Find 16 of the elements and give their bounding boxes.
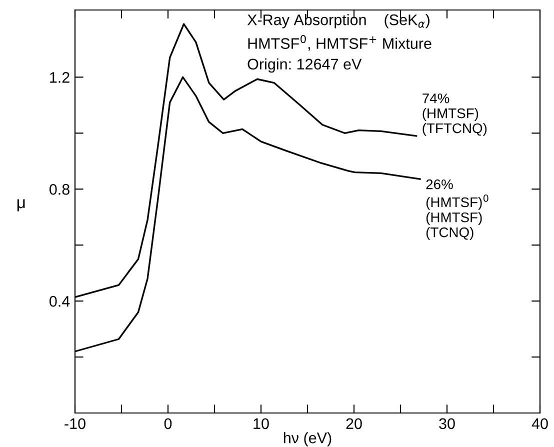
annotation: HMTSF$^{0}$, HMTSF$^{+}$ Mixture: [248, 35, 432, 51]
x-tick-label: 20: [346, 418, 362, 430]
x-tick-label: 0: [164, 418, 172, 430]
y-tick-label: 0.8: [50, 184, 70, 195]
annotation: X-Ray Absorption (SeK$_{α}$): [247, 14, 430, 28]
x-tick-label: 30: [439, 418, 455, 430]
annotation: Origin: 12647 eV: [248, 58, 362, 73]
y-tick-label: 1.2: [50, 72, 70, 83]
x-tick-label: -10: [64, 418, 86, 430]
y-tick-label: 0.4: [50, 296, 70, 307]
series-label: 26% (HMTSF)$^{0}$ (HMTSF) (TCNQ): [426, 179, 488, 240]
x-tick-label: 10: [254, 418, 269, 430]
x-tick-label: 40: [532, 418, 548, 430]
y-axis-title: μ: [17, 199, 25, 212]
x-axis-title: hν (eV): [284, 432, 332, 446]
series-label: 74% (HMTSF) (TFTCNQ): [422, 94, 487, 136]
